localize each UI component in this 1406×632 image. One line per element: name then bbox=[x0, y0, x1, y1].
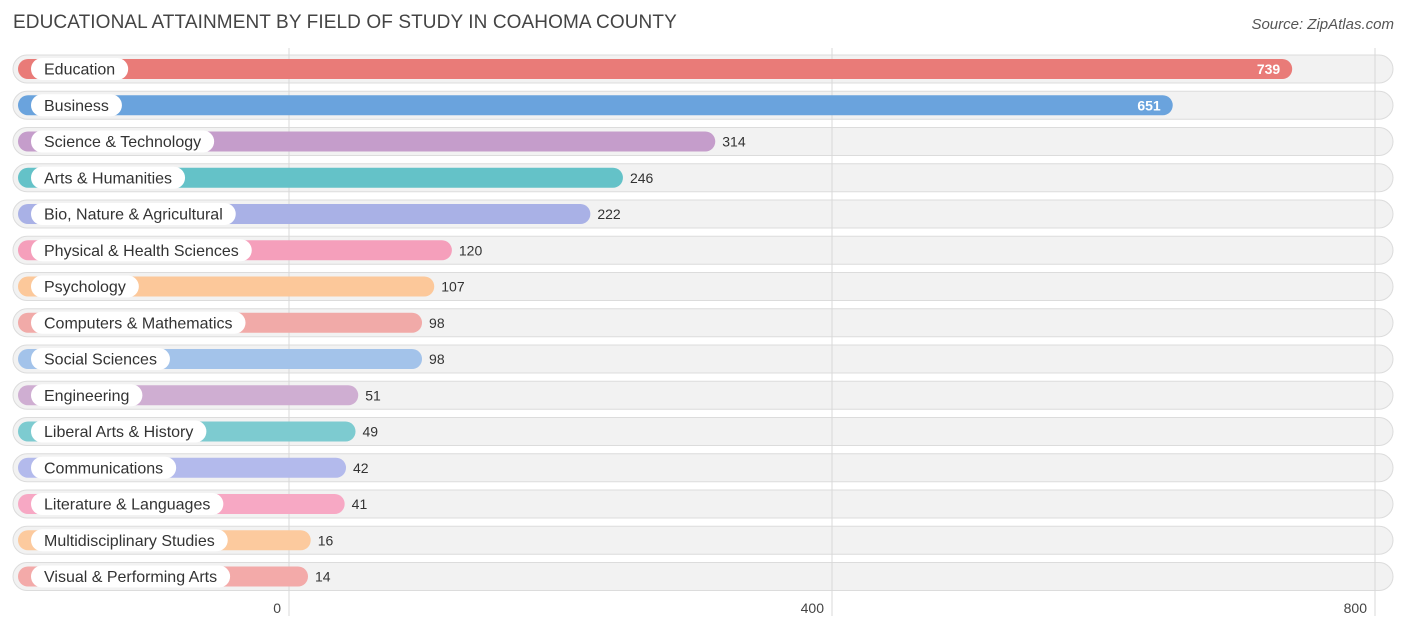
bar-group: Education 739 bbox=[18, 58, 1293, 80]
category-label: Literature & Languages bbox=[44, 497, 210, 514]
category-label: Education bbox=[44, 62, 115, 79]
category-label: Science & Technology bbox=[44, 134, 201, 151]
bar-group: Social Sciences 98 bbox=[18, 348, 445, 370]
value-label: 222 bbox=[597, 206, 621, 222]
source-label: Source: ZipAtlas.com bbox=[1251, 16, 1394, 33]
value-label: 49 bbox=[363, 424, 379, 440]
category-label-pill bbox=[31, 239, 252, 262]
bar bbox=[18, 95, 1173, 116]
bar-group: Engineering 51 bbox=[18, 384, 381, 407]
category-label-pill bbox=[31, 420, 207, 443]
value-label: 16 bbox=[318, 532, 334, 548]
value-label: 120 bbox=[459, 242, 483, 258]
bar-group: Literature & Languages 41 bbox=[18, 493, 367, 515]
bar-group: Psychology 107 bbox=[18, 275, 465, 298]
category-label-pill bbox=[31, 348, 170, 370]
x-tick-label: 0 bbox=[273, 600, 281, 616]
bar-group: Physical & Health Sciences 120 bbox=[18, 239, 483, 262]
row-background bbox=[12, 525, 1394, 555]
category-label-pill bbox=[31, 493, 224, 515]
x-tick-label: 400 bbox=[801, 600, 825, 616]
bar-group: Computers & Mathematics 98 bbox=[18, 311, 445, 334]
category-label: Physical & Health Sciences bbox=[44, 243, 239, 260]
category-label: Computers & Mathematics bbox=[44, 315, 233, 332]
category-label: Engineering bbox=[44, 388, 129, 405]
value-label: 41 bbox=[352, 496, 368, 512]
bar bbox=[18, 59, 1293, 79]
bar-group: Liberal Arts & History 49 bbox=[18, 420, 379, 443]
bar-group: Multidisciplinary Studies 16 bbox=[18, 529, 334, 552]
row-background bbox=[12, 489, 1394, 519]
value-label: 51 bbox=[365, 387, 381, 403]
category-label: Social Sciences bbox=[44, 352, 157, 369]
category-label: Communications bbox=[44, 460, 163, 477]
value-label: 651 bbox=[1137, 97, 1161, 113]
category-label-pill bbox=[31, 94, 122, 117]
x-tick-label: 800 bbox=[1344, 600, 1368, 616]
bar-group: Arts & Humanities 246 bbox=[18, 166, 654, 189]
category-label: Visual & Performing Arts bbox=[44, 569, 217, 586]
chart-title: EDUCATIONAL ATTAINMENT BY FIELD OF STUDY… bbox=[13, 12, 677, 33]
category-label-pill bbox=[31, 130, 215, 153]
value-label: 42 bbox=[353, 460, 369, 476]
value-label: 98 bbox=[429, 315, 445, 331]
row-background bbox=[12, 380, 1394, 410]
category-label: Business bbox=[44, 98, 109, 115]
category-label: Bio, Nature & Agricultural bbox=[44, 207, 223, 224]
category-label: Liberal Arts & History bbox=[44, 424, 193, 441]
bar-group: Bio, Nature & Agricultural 222 bbox=[18, 203, 621, 225]
category-label-pill bbox=[31, 529, 228, 552]
value-label: 314 bbox=[722, 134, 746, 150]
value-label: 246 bbox=[630, 170, 654, 186]
category-label-pill bbox=[31, 203, 236, 225]
category-label-pill bbox=[31, 275, 139, 298]
bar-group: Science & Technology 314 bbox=[18, 130, 746, 153]
row-background bbox=[12, 453, 1394, 483]
bar-group: Communications 42 bbox=[18, 456, 369, 479]
value-label: 14 bbox=[315, 569, 331, 585]
category-label-pill bbox=[31, 311, 246, 334]
value-label: 107 bbox=[441, 279, 465, 295]
category-label: Arts & Humanities bbox=[44, 170, 172, 187]
bar-group: Visual & Performing Arts 14 bbox=[18, 565, 331, 588]
bar-group: Business 651 bbox=[18, 94, 1173, 117]
category-label: Multidisciplinary Studies bbox=[44, 533, 215, 550]
category-label-pill bbox=[31, 58, 129, 80]
row-background bbox=[12, 417, 1394, 446]
category-label-pill bbox=[31, 565, 231, 588]
category-label-pill bbox=[31, 384, 143, 407]
value-label: 739 bbox=[1257, 61, 1281, 77]
value-label: 98 bbox=[429, 351, 445, 367]
row-background bbox=[12, 562, 1394, 591]
category-label: Psychology bbox=[44, 279, 126, 296]
category-label-pill bbox=[31, 166, 186, 189]
category-label-pill bbox=[31, 456, 177, 479]
